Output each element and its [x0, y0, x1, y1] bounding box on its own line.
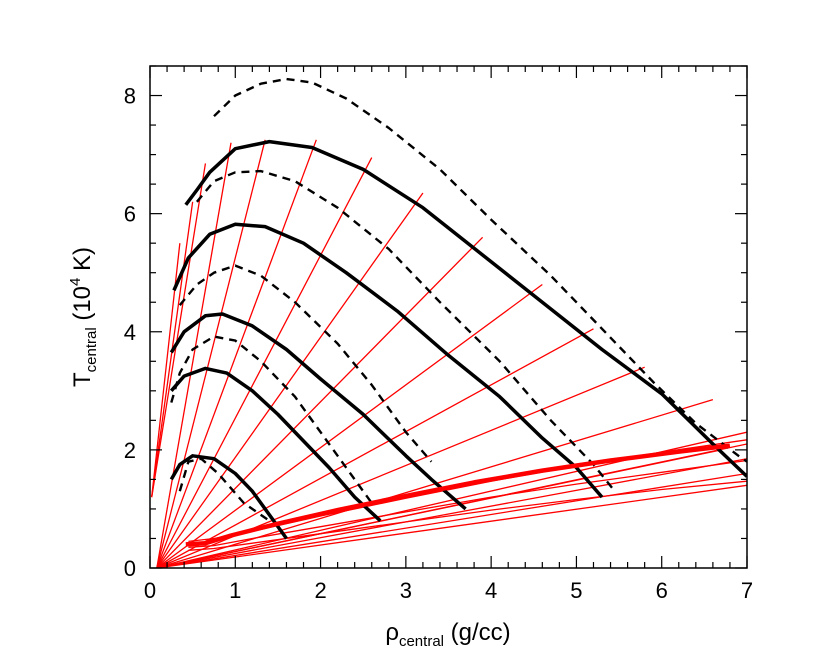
fan-line-1: [156, 142, 232, 568]
x-tick-label: 4: [485, 578, 497, 603]
bottom-red-line-2: [188, 459, 747, 548]
left-fan-line-3: [151, 163, 207, 498]
fan-line-7: [156, 283, 543, 568]
fan-line-13: [156, 449, 722, 568]
y-tick-label: 8: [124, 84, 136, 109]
tick-labels: 0 1 2 3 4 5 6 7 0 2 4 6 8: [124, 84, 753, 603]
solid-curve-3: [169, 312, 467, 511]
x-tick-label: 1: [229, 578, 241, 603]
fan-line-15: [156, 472, 747, 568]
solid-curve-5: [184, 139, 747, 478]
y-axis-label-close: K): [69, 247, 96, 278]
bottom-red-line-1: [188, 480, 747, 551]
x-tick-label: 0: [144, 578, 156, 603]
fan-line-14: [156, 458, 747, 568]
fan-line-16: [156, 484, 747, 568]
dashed-curve-8: [178, 264, 433, 463]
y-axis-label: Tcentral (104 K): [67, 247, 100, 387]
x-tick-label: 6: [656, 578, 668, 603]
y-axis-label-open: (10: [69, 286, 96, 327]
y-axis-label-sub: central: [83, 327, 100, 372]
x-axis-label-sub: central: [399, 633, 444, 650]
solid-curve-4: [172, 222, 604, 499]
dashed-curve-9: [195, 169, 616, 492]
solid-curve-2: [169, 366, 382, 523]
x-tick-label: 2: [314, 578, 326, 603]
fan-line-6: [156, 236, 484, 568]
fan-line-3: [156, 139, 317, 568]
y-tick-label: 2: [124, 438, 136, 463]
dashed-curve-10: [213, 77, 747, 463]
x-tick-label: 5: [570, 578, 582, 603]
fan-line-8: [156, 328, 594, 568]
y-tick-label: 0: [124, 556, 136, 581]
plot-area: [151, 77, 747, 568]
solid-curve-1: [169, 454, 288, 540]
axis-ticks: [149, 65, 748, 569]
x-tick-label: 7: [741, 578, 753, 603]
x-axis-label-rest: (g/cc): [444, 619, 511, 646]
x-axis-label-main: ρ: [385, 619, 399, 646]
x-axis-label: ρcentral (g/cc): [385, 619, 510, 650]
plot-frame: [149, 65, 748, 569]
solid-curve-11: [185, 443, 731, 547]
x-tick-label: 3: [400, 578, 412, 603]
fan-line-5: [156, 192, 424, 568]
dashed-curve-7: [170, 335, 373, 504]
y-axis-label-sup: 4: [67, 278, 84, 286]
fan-line-2: [156, 139, 266, 568]
y-tick-label: 4: [124, 320, 136, 345]
y-tick-label: 6: [124, 202, 136, 227]
fan-line-4: [156, 157, 373, 568]
y-axis-label-main: T: [69, 372, 96, 387]
